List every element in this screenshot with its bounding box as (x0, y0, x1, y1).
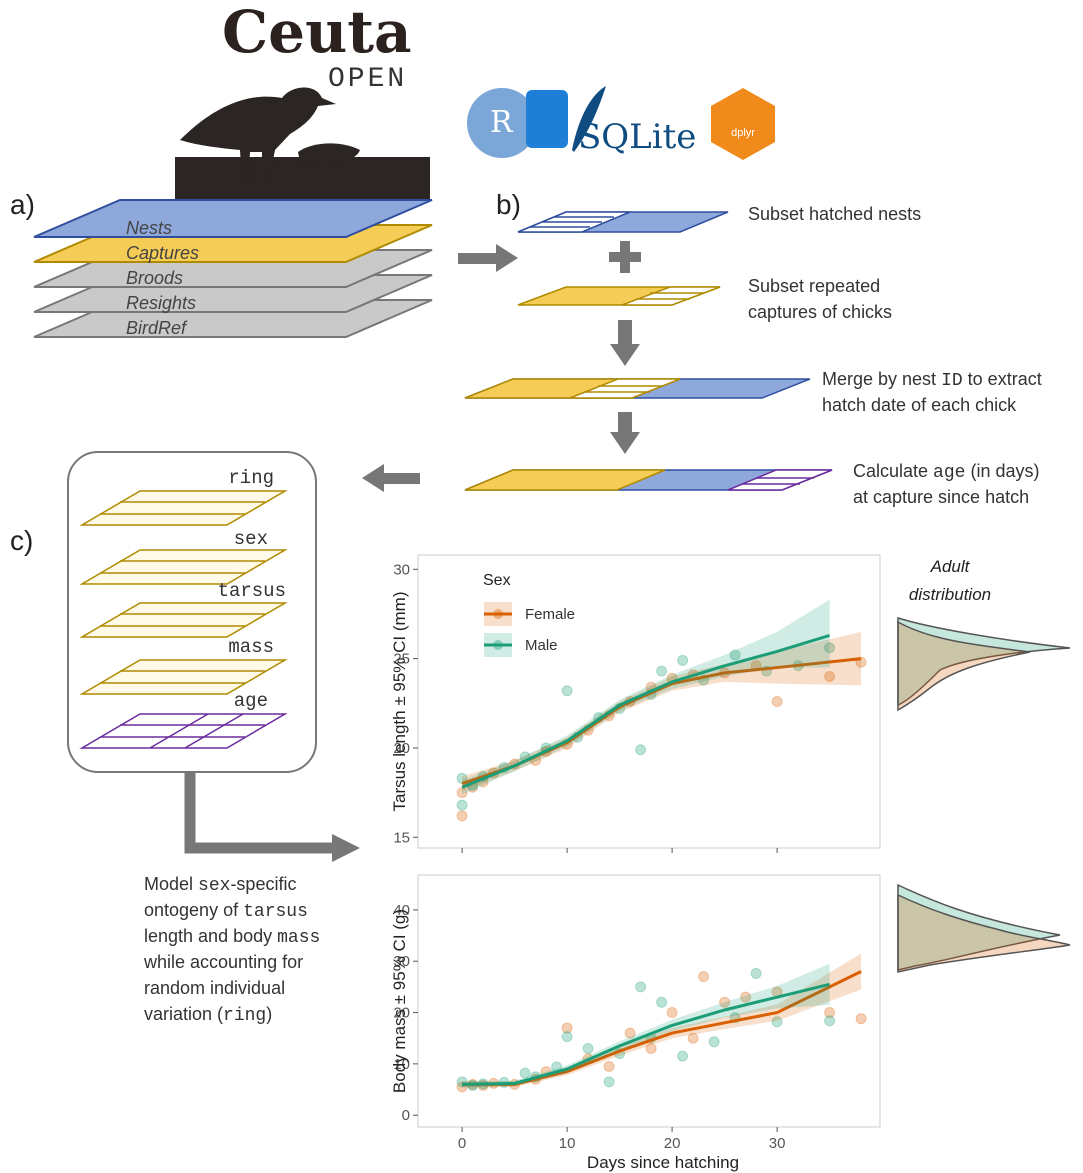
panel-label: a) (10, 189, 35, 220)
text-line: captures of chicks (748, 302, 892, 322)
text-segment: Calculate (853, 461, 933, 481)
text-segment: hatch date of each chick (822, 395, 1017, 415)
x-tick-label: 10 (559, 1135, 576, 1152)
text-segment: age (933, 463, 965, 483)
text-segment: at capture since hatch (853, 487, 1029, 507)
text-segment: Merge by nest (822, 369, 941, 389)
text-segment: ID (941, 371, 963, 391)
text-line: Subset repeated (748, 276, 880, 296)
logo-subtitle: OPEN (328, 64, 407, 95)
x-tick-label: 20 (664, 1135, 681, 1152)
legend-label: Male (525, 637, 558, 654)
legend-title: Sex (483, 572, 511, 589)
text-segment: sex (198, 876, 230, 896)
point (636, 982, 646, 992)
point (825, 1016, 835, 1026)
point (636, 745, 646, 755)
field-name: sex (234, 528, 268, 550)
text-segment: tarsus (243, 902, 308, 922)
text-segment: Subset repeated (748, 276, 880, 296)
text-line: Calculate age (in days) (853, 461, 1039, 483)
point (520, 1068, 530, 1078)
step-shapes (465, 212, 832, 490)
legend-dot (493, 640, 503, 650)
text-segment: (in days) (965, 461, 1039, 481)
figure: Ceuta OPEN R SQLite dplyr a) b) c) Nests… (0, 0, 1083, 1173)
field-name: ring (228, 467, 274, 489)
point (751, 969, 761, 979)
plot-area (418, 555, 880, 848)
text-line: random individual (144, 978, 285, 998)
text-segment: variation ( (144, 1004, 223, 1024)
text-line: at capture since hatch (853, 487, 1029, 507)
tool-sqlite: SQLite (578, 117, 696, 157)
tool-r: R (490, 105, 514, 140)
text-segment: while accounting for (143, 952, 303, 972)
point (678, 1051, 688, 1061)
side-title: distribution (909, 585, 991, 604)
text-segment: Model (144, 874, 198, 894)
point (657, 997, 667, 1007)
table-name: Nests (126, 218, 172, 238)
legend-label: Female (525, 606, 575, 623)
text-segment: ) (266, 1004, 272, 1024)
point (856, 1014, 866, 1024)
tool-dplyr: dplyr (731, 127, 755, 139)
point (604, 1077, 614, 1087)
text-segment: -specific (230, 874, 296, 894)
y-tick-label: 30 (393, 561, 410, 578)
table-name: Captures (126, 243, 199, 263)
y-axis-title: Tarsus length ± 95% CI (mm) (390, 591, 409, 811)
text-segment: length and body (144, 926, 277, 946)
y-tick-label: 15 (393, 829, 410, 846)
text-line: variation (ring) (144, 1004, 272, 1026)
text-segment: Subset hatched nests (748, 204, 921, 224)
legend-dot (493, 609, 503, 619)
point (457, 800, 467, 810)
field-name: mass (228, 636, 274, 658)
point (583, 1043, 593, 1053)
point (699, 972, 709, 982)
text-line: while accounting for (143, 952, 303, 972)
field-name: age (234, 690, 268, 712)
logo-title: Ceuta (222, 0, 412, 66)
point (709, 1037, 719, 1047)
y-tick-label: 0 (402, 1107, 410, 1124)
point (678, 655, 688, 665)
adult-density (898, 618, 1070, 972)
point (667, 1008, 677, 1018)
table-name: Broods (126, 268, 183, 288)
point (457, 811, 467, 821)
text-segment: random individual (144, 978, 285, 998)
text-segment: to extract (963, 369, 1042, 389)
text-segment: mass (277, 928, 320, 948)
text-line: hatch date of each chick (822, 395, 1017, 415)
table-layers (34, 200, 432, 337)
text-line: Subset hatched nests (748, 204, 921, 224)
bird (175, 87, 430, 200)
panel-label: c) (10, 525, 33, 556)
point (562, 686, 572, 696)
table-name: Resights (126, 293, 196, 313)
point (604, 1061, 614, 1071)
x-axis-title: Days since hatching (587, 1153, 739, 1172)
table-name: BirdRef (126, 318, 188, 338)
panel-label: b) (496, 189, 521, 220)
text-line: Merge by nest ID to extract (822, 369, 1042, 391)
x-tick-label: 30 (769, 1135, 786, 1152)
text-line: ontogeny of tarsus (144, 900, 308, 922)
field-name: tarsus (218, 580, 286, 602)
text-line: length and body mass (144, 926, 320, 948)
point (772, 697, 782, 707)
side-title: Adult (930, 557, 971, 576)
text-line: Model sex-specific (144, 874, 296, 896)
x-tick-label: 0 (458, 1135, 466, 1152)
point (657, 666, 667, 676)
point (562, 1032, 572, 1042)
text-segment: ring (223, 1006, 266, 1026)
y-axis-title: Body mass ± 95% CI (g) (390, 909, 409, 1093)
tool-logos: R SQLite dplyr (467, 86, 775, 160)
text-segment: ontogeny of (144, 900, 243, 920)
text-segment: captures of chicks (748, 302, 892, 322)
